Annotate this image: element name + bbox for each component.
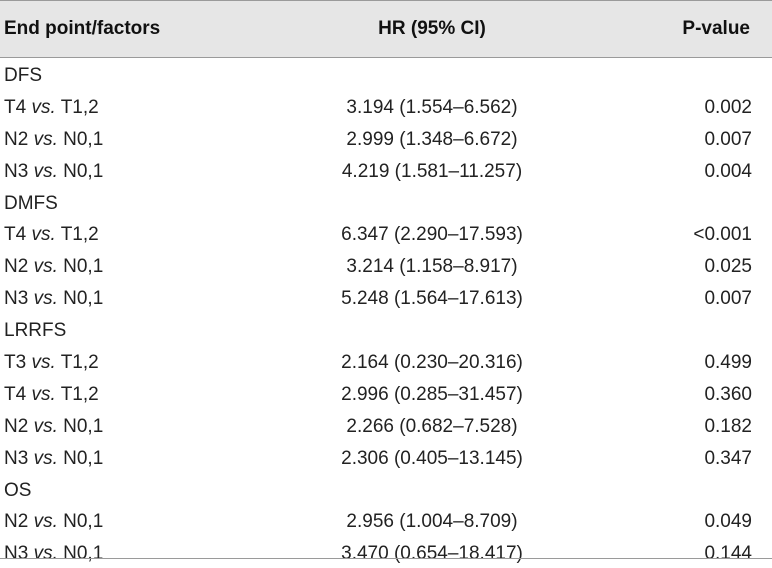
vs-word: vs.: [31, 352, 56, 374]
factor-level: N3: [4, 288, 29, 310]
p-value-cell: <0.001: [693, 224, 752, 246]
hr-cell: 3.470 (0.654–18.417): [341, 543, 523, 565]
factor-cell: T4 vs. T1,2: [4, 383, 99, 405]
factor-level: N2: [4, 415, 29, 437]
table-row: N2 vs. N0,1 2.999 (1.348–6.672) 0.007: [0, 122, 772, 154]
factor-cell: T3 vs. T1,2: [4, 353, 99, 373]
section-label: DMFS: [4, 192, 58, 214]
reference-level: N0,1: [63, 288, 104, 310]
hr-cell: 6.347 (2.290–17.593): [341, 224, 523, 246]
p-value-cell: 0.002: [704, 96, 752, 118]
hr-cell: 3.214 (1.158–8.917): [346, 256, 518, 278]
vs-word: vs.: [33, 415, 58, 437]
section-label: DFS: [4, 65, 42, 86]
factor-level: N3: [4, 543, 29, 565]
vs-word: vs.: [33, 511, 58, 533]
vs-word: vs.: [33, 256, 58, 278]
p-value-cell: 0.360: [704, 383, 752, 405]
hr-cell: 2.999 (1.348–6.672): [346, 128, 518, 150]
factor-level: N2: [4, 128, 29, 150]
factor-cell: T4 vs. T1,2: [4, 225, 99, 245]
section-label: OS: [4, 479, 32, 501]
vs-word: vs.: [33, 447, 58, 469]
table-row: N3 vs. N0,1 4.219 (1.581–11.257) 0.004: [0, 154, 772, 186]
factor-cell: N3 vs. N0,1: [4, 289, 103, 309]
hr-cell: 5.248 (1.564–17.613): [341, 288, 523, 310]
factor-cell: N3 vs. N0,1: [4, 160, 104, 182]
reference-level: N0,1: [63, 415, 104, 437]
reference-level: N0,1: [63, 128, 104, 150]
header-hr: HR (95% CI): [378, 18, 486, 39]
factor-cell: T4 vs. T1,2: [4, 96, 99, 118]
header-factor: End point/factors: [4, 18, 161, 39]
reference-level: N0,1: [63, 160, 104, 182]
table-row: T4 vs. T1,2 3.194 (1.554–6.562) 0.002: [0, 90, 772, 122]
vs-word: vs.: [33, 543, 58, 565]
factor-level: N2: [4, 256, 29, 278]
p-value-cell: 0.182: [704, 415, 752, 437]
table-row: N3 vs. N0,1 2.306 (0.405–13.145) 0.347: [0, 441, 772, 473]
p-value-cell: 0.007: [704, 288, 752, 310]
factor-level: T4: [4, 383, 27, 405]
factor-level: T3: [4, 352, 27, 374]
vs-word: vs.: [33, 288, 58, 310]
vs-word: vs.: [33, 160, 58, 182]
factor-level: T4: [4, 224, 27, 246]
factor-cell: N2 vs. N0,1: [4, 415, 104, 437]
reference-level: T1,2: [60, 383, 99, 405]
hr-cell: 2.306 (0.405–13.145): [341, 447, 523, 469]
p-value-cell: 0.347: [704, 447, 752, 469]
reference-level: N0,1: [63, 256, 104, 278]
p-value-cell: 0.144: [704, 543, 752, 565]
hr-cell: 2.996 (0.285–31.457): [341, 383, 523, 405]
reference-level: N0,1: [63, 511, 104, 533]
hr-cell: 4.219 (1.581–11.257): [341, 160, 523, 182]
factor-cell: N2 vs. N0,1: [4, 128, 104, 150]
factor-cell: N2 vs. N0,1: [4, 257, 103, 277]
section-label: LRRFS: [4, 320, 67, 342]
factor-cell: N3 vs. N0,1: [4, 544, 103, 564]
hr-cell: 2.164 (0.230–20.316): [341, 352, 523, 374]
table-row: T4 vs. T1,2 6.347 (2.290–17.593) <0.001: [0, 217, 772, 249]
section-row: DMFS: [0, 186, 772, 218]
reference-level: N0,1: [63, 447, 104, 469]
table-row: N3 vs. N0,1 3.470 (0.654–18.417) 0.144: [0, 536, 772, 568]
section-row: LRRFS: [0, 313, 772, 345]
table-row: N3 vs. N0,1 5.248 (1.564–17.613) 0.007: [0, 281, 772, 313]
factor-cell: N2 vs. N0,1: [4, 512, 103, 532]
factor-level: N3: [4, 160, 29, 182]
table-row: T3 vs. T1,2 2.164 (0.230–20.316) 0.499: [0, 345, 772, 377]
table-row: N2 vs. N0,1 2.956 (1.004–8.709) 0.049: [0, 504, 772, 536]
table-row: N2 vs. N0,1 2.266 (0.682–7.528) 0.182: [0, 409, 772, 441]
p-value-cell: 0.049: [704, 511, 752, 533]
vs-word: vs.: [31, 224, 56, 246]
vs-word: vs.: [31, 96, 56, 118]
reference-level: N0,1: [63, 543, 104, 565]
factor-level: N2: [4, 511, 29, 533]
factor-cell: N3 vs. N0,1: [4, 447, 104, 469]
reference-level: T1,2: [60, 352, 99, 374]
bottom-rule: [0, 558, 772, 559]
factor-level: N3: [4, 447, 29, 469]
table-row: T4 vs. T1,2 2.996 (0.285–31.457) 0.360: [0, 377, 772, 409]
p-value-cell: 0.025: [704, 256, 752, 278]
table-header: End point/factors HR (95% CI) P-value: [0, 0, 772, 58]
hr-cell: 2.956 (1.004–8.709): [346, 511, 518, 533]
section-row: OS: [0, 473, 772, 505]
p-value-cell: 0.499: [704, 352, 752, 374]
reference-level: T1,2: [60, 224, 99, 246]
table-row: N2 vs. N0,1 3.214 (1.158–8.917) 0.025: [0, 249, 772, 281]
hr-cell: 2.266 (0.682–7.528): [346, 415, 518, 437]
header-p-value: P-value: [682, 18, 750, 39]
reference-level: T1,2: [60, 96, 99, 118]
hr-cell: 3.194 (1.554–6.562): [346, 96, 518, 118]
vs-word: vs.: [33, 128, 58, 150]
p-value-cell: 0.007: [704, 128, 752, 150]
vs-word: vs.: [31, 383, 56, 405]
table-body: DFS T4 vs. T1,2 3.194 (1.554–6.562) 0.002 N2…: [0, 58, 772, 568]
p-value-cell: 0.004: [704, 160, 752, 182]
factor-level: T4: [4, 96, 27, 118]
section-row: DFS: [0, 58, 772, 90]
